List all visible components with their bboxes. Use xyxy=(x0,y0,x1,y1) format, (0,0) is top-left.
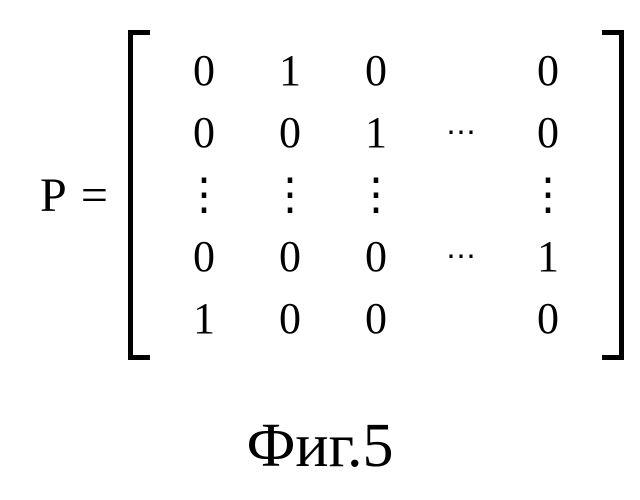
matrix-equation: P = 0 1 0 0 0 0 1 ⋯ 0 ⋮ ⋮ ⋮ ⋮ xyxy=(40,30,624,360)
equation-lhs: P = xyxy=(40,168,110,223)
matrix-cell: 0 xyxy=(365,297,387,341)
matrix-cell: 1 xyxy=(365,111,387,155)
matrix-cell: 0 xyxy=(279,111,301,155)
figure-container: P = 0 1 0 0 0 0 1 ⋯ 0 ⋮ ⋮ ⋮ ⋮ xyxy=(0,0,640,500)
matrix-cell: 1 xyxy=(193,297,215,341)
matrix-cell: 0 xyxy=(537,49,559,93)
matrix-hdots: ⋯ xyxy=(446,242,478,272)
matrix-cell: 0 xyxy=(193,111,215,155)
matrix-cell: 0 xyxy=(365,49,387,93)
matrix-cell: 0 xyxy=(537,111,559,155)
matrix-cell: 0 xyxy=(365,235,387,279)
right-bracket xyxy=(602,30,624,360)
matrix-cell: 1 xyxy=(537,235,559,279)
matrix-cell: 0 xyxy=(537,297,559,341)
matrix-vdots: ⋮ xyxy=(526,187,570,202)
matrix-cell: 1 xyxy=(279,49,301,93)
matrix-cell: 0 xyxy=(279,235,301,279)
matrix: 0 1 0 0 0 0 1 ⋯ 0 ⋮ ⋮ ⋮ ⋮ 0 0 0 ⋯ 1 xyxy=(128,30,624,360)
matrix-cell: 0 xyxy=(193,49,215,93)
matrix-cell: 0 xyxy=(193,235,215,279)
left-bracket xyxy=(128,30,150,360)
matrix-vdots: ⋮ xyxy=(268,187,312,202)
matrix-hdots: ⋯ xyxy=(446,118,478,148)
matrix-vdots: ⋮ xyxy=(182,187,226,202)
matrix-vdots: ⋮ xyxy=(354,187,398,202)
figure-caption: Фиг.5 xyxy=(0,411,640,482)
matrix-grid: 0 1 0 0 0 0 1 ⋯ 0 ⋮ ⋮ ⋮ ⋮ 0 0 0 ⋯ 1 xyxy=(150,30,602,360)
matrix-cell: 0 xyxy=(279,297,301,341)
